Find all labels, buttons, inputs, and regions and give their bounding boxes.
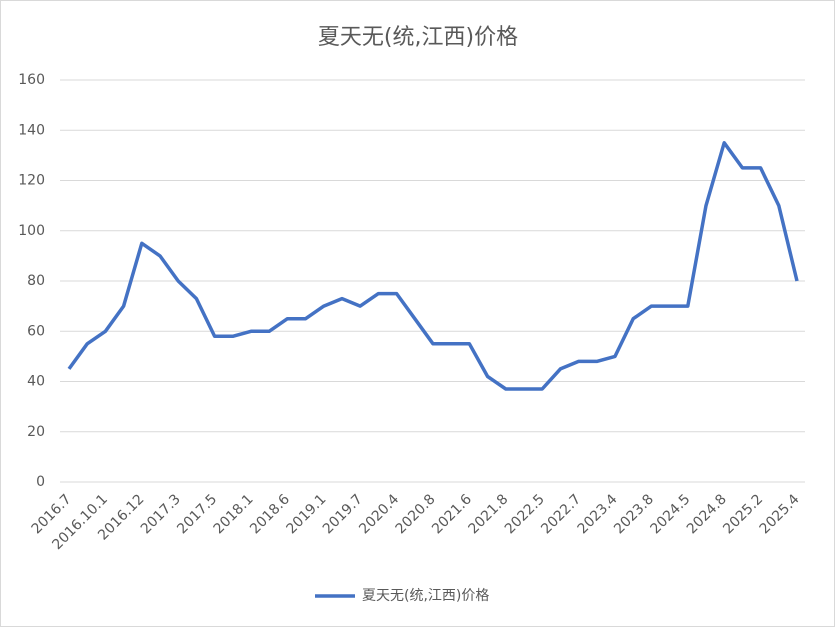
y-tick-label: 80 xyxy=(27,273,45,289)
data-line xyxy=(67,141,799,391)
y-tick-label: 100 xyxy=(18,223,45,239)
y-tick-label: 40 xyxy=(27,374,45,390)
y-tick-label: 20 xyxy=(27,424,45,440)
y-tick-label: 160 xyxy=(18,72,45,88)
legend-label: 夏天无(统,江西)价格 xyxy=(362,588,489,604)
y-tick-label: 60 xyxy=(27,323,45,339)
y-tick-label: 0 xyxy=(36,474,45,490)
y-tick-label: 120 xyxy=(18,173,45,189)
y-tick-label: 140 xyxy=(18,122,45,138)
chart-title: 夏天无(统,江西)价格 xyxy=(318,25,518,50)
